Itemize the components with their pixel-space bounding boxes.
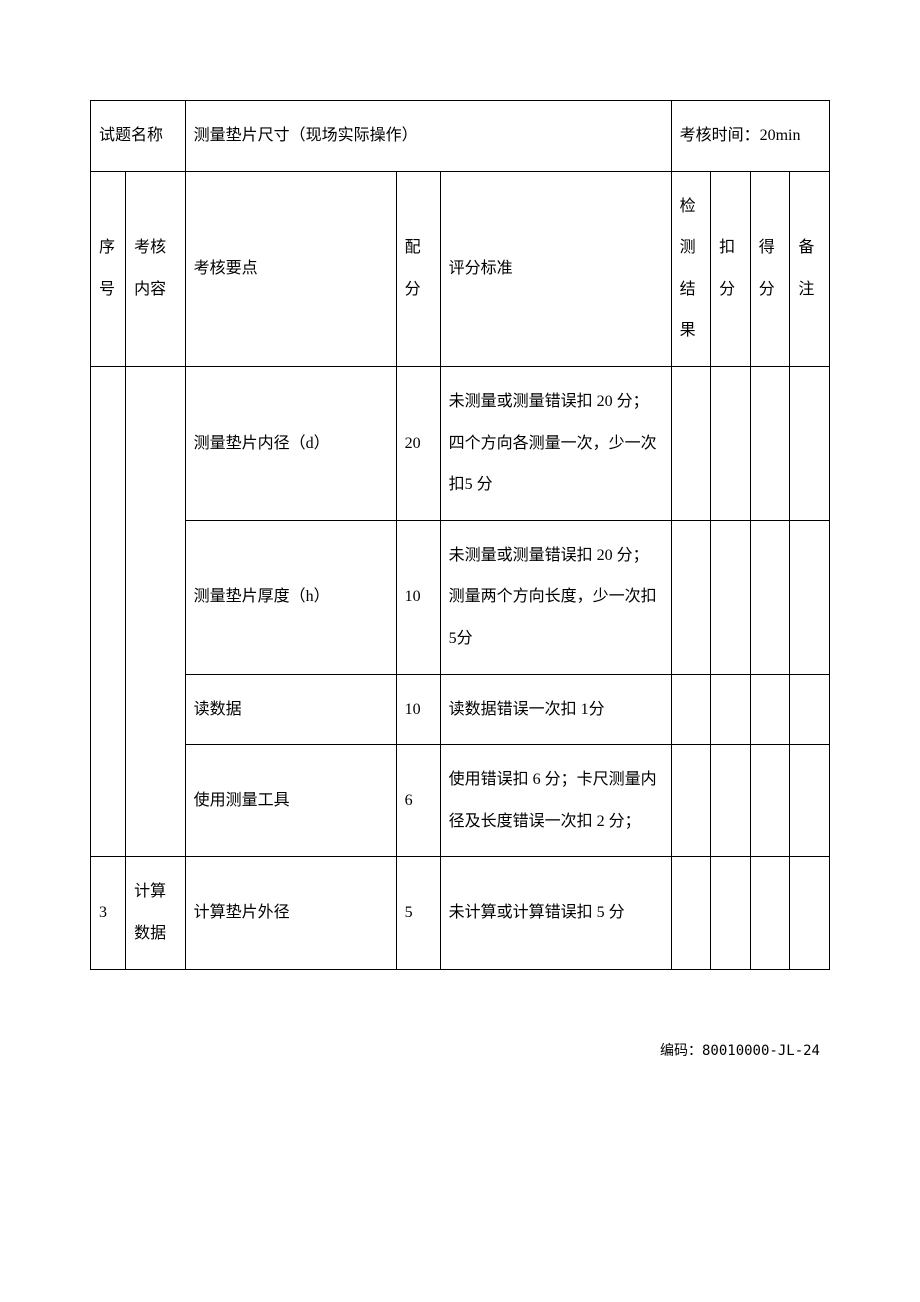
col-got-header: 得分 [750,171,790,366]
table-row: 测量垫片内径（d） 20 未测量或测量错误扣 20 分；四个方向各测量一次，少一… [91,366,830,520]
col-score-header: 配分 [396,171,440,366]
score-cell: 10 [396,674,440,745]
note-cell [790,745,830,857]
score-cell: 10 [396,520,440,674]
score-cell: 5 [396,857,440,969]
note-cell [790,674,830,745]
col-note-header: 备注 [790,171,830,366]
seq-cell: 3 [91,857,126,969]
footer-code: 编码：80010000-JL-24 [90,1040,830,1060]
points-cell: 读数据 [185,674,396,745]
deduct-cell [711,745,751,857]
result-cell [671,857,711,969]
deduct-cell [711,674,751,745]
result-cell [671,745,711,857]
deduct-cell [711,857,751,969]
table-row: 读数据 10 读数据错误一次扣 1分 [91,674,830,745]
time-label-cell: 考核时间：20min [671,101,829,172]
table-row: 3 计算数据 计算垫片外径 5 未计算或计算错误扣 5 分 [91,857,830,969]
points-cell: 测量垫片厚度（h） [185,520,396,674]
points-cell: 测量垫片内径（d） [185,366,396,520]
col-seq-header: 序号 [91,171,126,366]
header-row-title: 试题名称 测量垫片尺寸（现场实际操作） 考核时间：20min [91,101,830,172]
result-cell [671,674,711,745]
note-cell [790,520,830,674]
got-cell [750,745,790,857]
table-row: 使用测量工具 6 使用错误扣 6 分；卡尺测量内径及长度错误一次扣 2 分； [91,745,830,857]
score-cell: 6 [396,745,440,857]
seq-cell [91,366,126,856]
got-cell [750,366,790,520]
points-cell: 使用测量工具 [185,745,396,857]
col-points-header: 考核要点 [185,171,396,366]
content-cell: 计算数据 [126,857,185,969]
deduct-cell [711,520,751,674]
title-value-cell: 测量垫片尺寸（现场实际操作） [185,101,671,172]
score-cell: 20 [396,366,440,520]
col-content-header: 考核内容 [126,171,185,366]
col-result-header: 检测结果 [671,171,711,366]
col-criteria-header: 评分标准 [440,171,671,366]
criteria-cell: 未测量或测量错误扣 20 分；四个方向各测量一次，少一次扣5 分 [440,366,671,520]
deduct-cell [711,366,751,520]
got-cell [750,520,790,674]
criteria-cell: 未计算或计算错误扣 5 分 [440,857,671,969]
note-cell [790,857,830,969]
result-cell [671,366,711,520]
assessment-table: 试题名称 测量垫片尺寸（现场实际操作） 考核时间：20min 序号 考核内容 考… [90,100,830,970]
col-deduct-header: 扣分 [711,171,751,366]
criteria-cell: 使用错误扣 6 分；卡尺测量内径及长度错误一次扣 2 分； [440,745,671,857]
result-cell [671,520,711,674]
table-row: 测量垫片厚度（h） 10 未测量或测量错误扣 20 分；测量两个方向长度，少一次… [91,520,830,674]
header-row-columns: 序号 考核内容 考核要点 配分 评分标准 检测结果 扣分 得分 备注 [91,171,830,366]
criteria-cell: 未测量或测量错误扣 20 分；测量两个方向长度，少一次扣 5分 [440,520,671,674]
got-cell [750,857,790,969]
title-label-cell: 试题名称 [91,101,186,172]
criteria-cell: 读数据错误一次扣 1分 [440,674,671,745]
points-cell: 计算垫片外径 [185,857,396,969]
note-cell [790,366,830,520]
got-cell [750,674,790,745]
content-cell [126,366,185,856]
